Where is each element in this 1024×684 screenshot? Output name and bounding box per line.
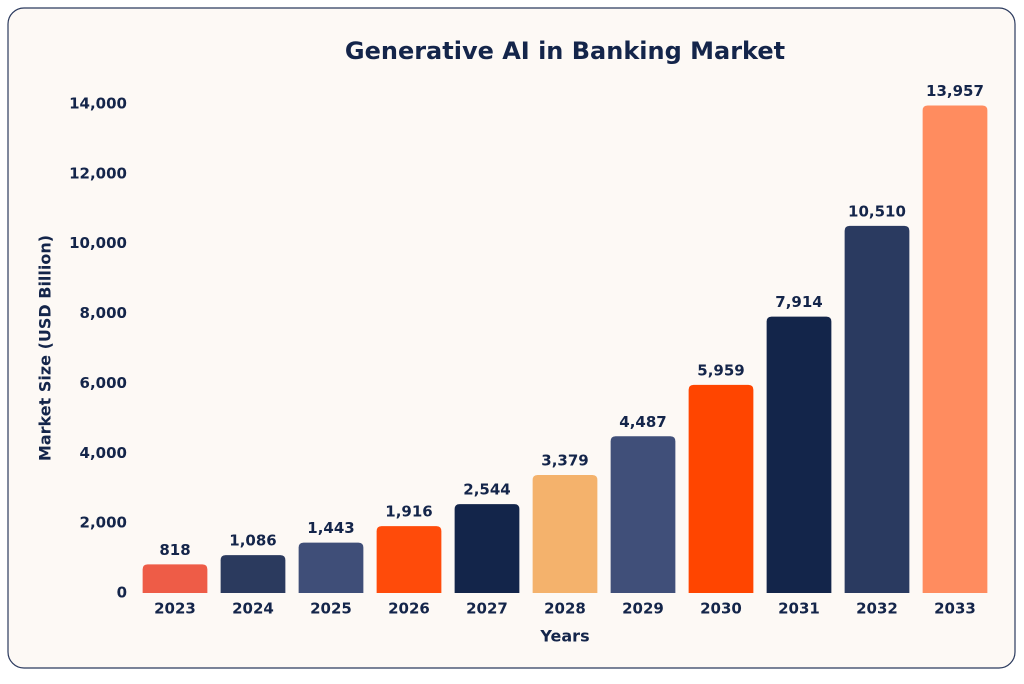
bar <box>298 542 364 593</box>
bar <box>142 564 208 593</box>
y-tick-label: 8,000 <box>80 304 127 322</box>
value-label: 5,959 <box>697 361 744 379</box>
bar <box>220 555 286 593</box>
value-label: 10,510 <box>848 202 906 220</box>
x-tick-label: 2023 <box>154 600 196 618</box>
bar <box>376 526 442 593</box>
x-tick-label: 2030 <box>700 600 742 618</box>
value-label: 4,487 <box>619 413 666 431</box>
y-tick-label: 0 <box>117 584 127 602</box>
y-tick-label: 14,000 <box>69 95 127 113</box>
bar <box>766 316 832 593</box>
x-axis-label: Years <box>539 627 589 646</box>
y-tick-label: 10,000 <box>69 234 127 252</box>
value-label: 818 <box>159 541 190 559</box>
value-label: 1,916 <box>385 503 432 521</box>
value-label: 1,443 <box>307 519 354 537</box>
value-label: 2,544 <box>463 481 510 499</box>
card <box>7 7 1016 669</box>
x-tick-label: 2025 <box>310 600 352 618</box>
bar <box>532 474 598 593</box>
bar <box>610 436 676 593</box>
y-tick-label: 12,000 <box>69 164 127 182</box>
x-tick-label: 2024 <box>232 600 274 618</box>
bar <box>844 225 910 594</box>
x-tick-label: 2033 <box>934 600 976 618</box>
value-label: 7,914 <box>775 293 822 311</box>
x-tick-label: 2029 <box>622 600 664 618</box>
y-axis-label: Market Size (USD Billion) <box>36 235 55 461</box>
bar <box>922 105 988 594</box>
x-tick-label: 2028 <box>544 600 586 618</box>
y-tick-label: 4,000 <box>80 444 127 462</box>
x-tick-label: 2026 <box>388 600 430 618</box>
y-tick-label: 2,000 <box>80 514 127 532</box>
chart-title: Generative AI in Banking Market <box>345 37 785 65</box>
bar <box>454 504 520 593</box>
value-label: 1,086 <box>229 532 276 550</box>
x-tick-label: 2031 <box>778 600 820 618</box>
x-tick-label: 2032 <box>856 600 898 618</box>
x-tick-label: 2027 <box>466 600 508 618</box>
bar <box>688 384 754 593</box>
y-tick-label: 6,000 <box>80 374 127 392</box>
value-label: 3,379 <box>541 451 588 469</box>
value-label: 13,957 <box>926 82 984 100</box>
